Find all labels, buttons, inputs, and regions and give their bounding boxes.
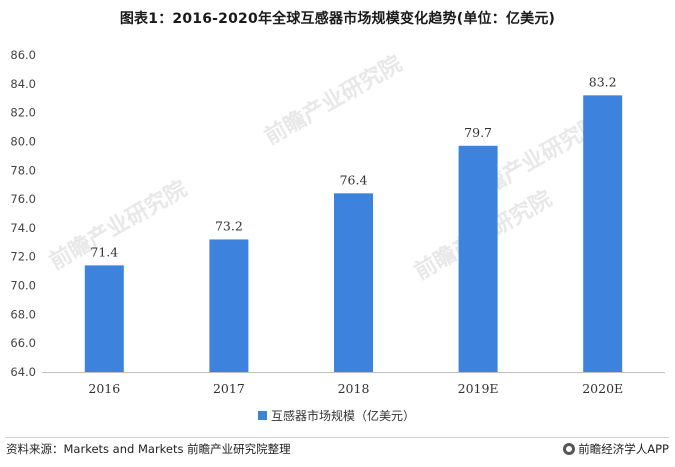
bar (583, 95, 623, 372)
x-tick-label: 2019E (458, 381, 499, 396)
y-tick-label: 84.0 (10, 77, 36, 91)
x-axis: 2016 2017 2018 2019E 2020E (88, 381, 623, 396)
y-tick-label: 70.0 (10, 279, 36, 293)
data-label: 76.4 (340, 172, 368, 187)
x-tick-label: 2018 (338, 381, 370, 396)
y-tick-label: 80.0 (10, 134, 36, 148)
brand-logo-icon (563, 443, 576, 455)
bar (209, 239, 249, 372)
bar (458, 145, 498, 372)
footer-divider (6, 437, 669, 438)
bars (84, 95, 623, 372)
watermark-text: 前瞻产业研究院 (260, 51, 406, 151)
legend-swatch (258, 411, 267, 420)
legend: 互感器市场规模（亿美元） (258, 408, 415, 423)
data-label: 83.2 (589, 74, 617, 89)
x-tick-label: 2016 (88, 381, 120, 396)
data-labels: 71.4 73.2 76.4 79.7 83.2 (90, 74, 616, 259)
chart-title: 图表1：2016-2020年全球互感器市场规模变化趋势(单位：亿美元) (119, 11, 556, 27)
y-tick-label: 68.0 (10, 307, 36, 321)
y-tick-label: 86.0 (10, 48, 36, 62)
y-axis: 64.0 66.0 68.0 70.0 72.0 74.0 76.0 78.0 80.0 82.0… (10, 48, 36, 379)
data-label: 79.7 (464, 125, 492, 140)
watermarks: 前瞻产业研究院前瞻产业研究院前瞻产业研究院前瞻产业研究院 (45, 51, 606, 286)
bar (334, 193, 373, 372)
y-tick-label: 76.0 (10, 192, 36, 206)
x-tick-label: 2020E (582, 381, 623, 396)
y-tick-label: 72.0 (10, 250, 36, 264)
data-label: 73.2 (215, 218, 243, 233)
y-tick-label: 74.0 (10, 221, 36, 235)
data-label: 71.4 (90, 244, 118, 259)
brand-label: 前瞻经济学人APP (578, 442, 669, 456)
y-tick-label: 78.0 (10, 163, 36, 177)
source-note: 资料来源：Markets and Markets 前瞻产业研究院整理 (6, 442, 291, 456)
brand-footer: 前瞻经济学人APP (563, 441, 669, 457)
x-tick-label: 2017 (213, 381, 245, 396)
y-tick-label: 64.0 (10, 365, 36, 379)
watermark-text: 前瞻产业研究院 (45, 176, 191, 276)
bar (84, 265, 124, 372)
y-tick-label: 82.0 (10, 106, 36, 120)
legend-label: 互感器市场规模（亿美元） (271, 408, 415, 423)
y-tick-label: 66.0 (10, 336, 36, 350)
